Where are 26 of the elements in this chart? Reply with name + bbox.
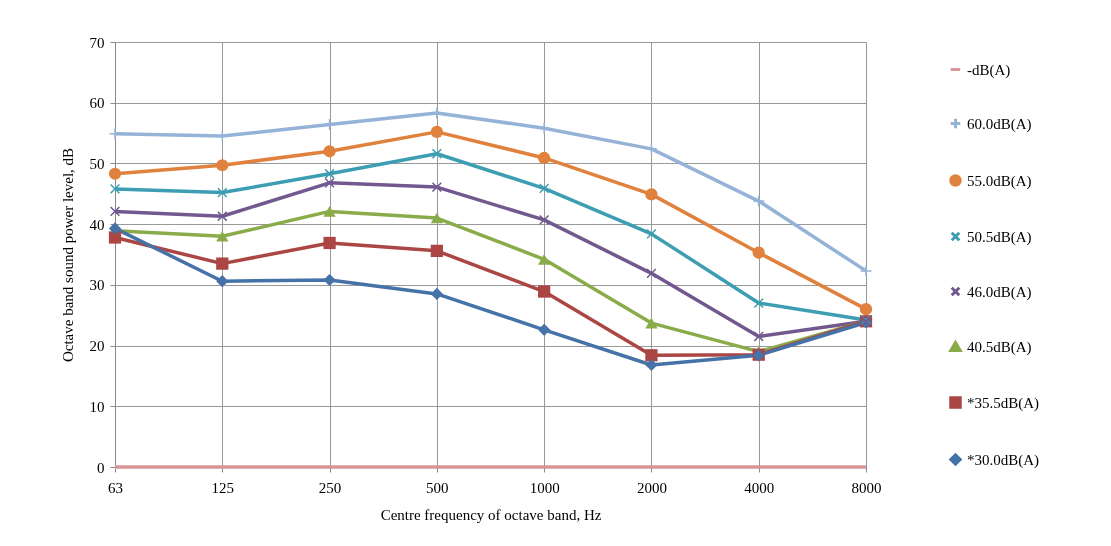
x-tick-label: 125 (211, 479, 235, 496)
legend-label: 40.5dB(A) (967, 338, 1032, 356)
legend-label: 46.0dB(A) (967, 283, 1032, 301)
x-tick-label: 500 (426, 479, 449, 496)
x-tick-label: 8000 (851, 479, 882, 496)
y-tick-label: 20 (89, 338, 105, 355)
y-axis-title: Octave band sound power level, dB (59, 147, 76, 363)
y-tick-label: 50 (89, 155, 105, 172)
x-tick-label: 250 (318, 479, 342, 496)
legend-label: 55.0dB(A) (967, 172, 1032, 190)
y-tick-label: 40 (89, 216, 105, 233)
y-tick-label: 70 (89, 34, 105, 51)
x-tick-label: 63 (108, 479, 123, 496)
x-tick-label: 1000 (529, 479, 560, 496)
legend-label: 50.5dB(A) (967, 228, 1032, 246)
legend-label: -dB(A) (967, 61, 1011, 79)
y-tick-label: 60 (89, 95, 105, 112)
x-axis-title: Centre frequency of octave band, Hz (380, 506, 602, 523)
x-tick-label: 4000 (744, 479, 775, 496)
y-tick-label: 10 (89, 398, 105, 415)
y-tick-label: 30 (89, 277, 105, 294)
x-tick-label: 2000 (636, 479, 667, 496)
legend-label: 60.0dB(A) (967, 115, 1032, 133)
legend-label: *30.0dB(A) (967, 451, 1040, 469)
y-tick-label: 0 (97, 459, 105, 476)
legend-label: *35.5dB(A) (967, 394, 1040, 412)
